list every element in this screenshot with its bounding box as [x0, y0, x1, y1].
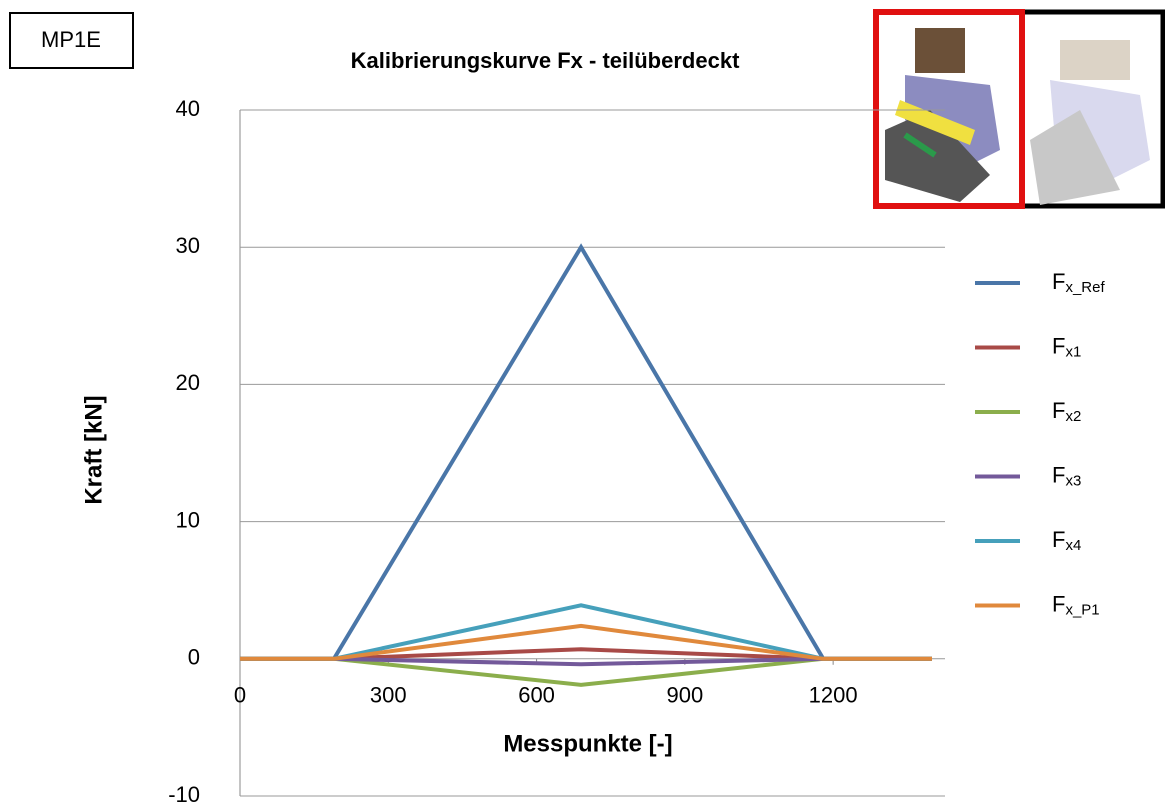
x-tick-label: 600 [518, 683, 555, 708]
image-part [885, 110, 990, 202]
legend-label: Fx4 [1052, 527, 1081, 554]
chart-title: Kalibrierungskurve Fx - teilüberdeckt [351, 48, 740, 73]
y-tick-label: 10 [176, 507, 200, 532]
y-tick-label: 30 [176, 233, 200, 258]
image-part [895, 100, 975, 145]
x-tick-label: 0 [234, 683, 246, 708]
illustration [873, 9, 1165, 209]
y-axis-label: Kraft [kN] [80, 395, 107, 504]
image-part [1030, 110, 1120, 205]
image-part [1050, 80, 1150, 180]
image-arrow [903, 132, 937, 158]
badge: MP1E [41, 27, 101, 52]
y-tick-label: 0 [188, 645, 200, 670]
legend-label: Fx2 [1052, 398, 1081, 425]
badge-box [9, 12, 134, 69]
x-tick-label: 1200 [809, 683, 858, 708]
legend-label: Fx1 [1052, 333, 1081, 360]
image-part [1060, 40, 1130, 80]
image-part [915, 28, 965, 73]
data-line [240, 243, 932, 661]
x-axis-label: Messpunkte [-] [503, 730, 672, 757]
x-tick-label: 900 [666, 683, 703, 708]
legend-label: Fx_P1 [1052, 591, 1100, 618]
data-line [240, 623, 932, 661]
x-tick-label: 300 [370, 683, 407, 708]
y-tick-label: -10 [168, 782, 200, 807]
y-tick-label: 20 [176, 370, 200, 395]
y-tick-label: 40 [176, 96, 200, 121]
legend-label: Fx_Ref [1052, 269, 1105, 296]
legend-label: Fx3 [1052, 462, 1081, 489]
